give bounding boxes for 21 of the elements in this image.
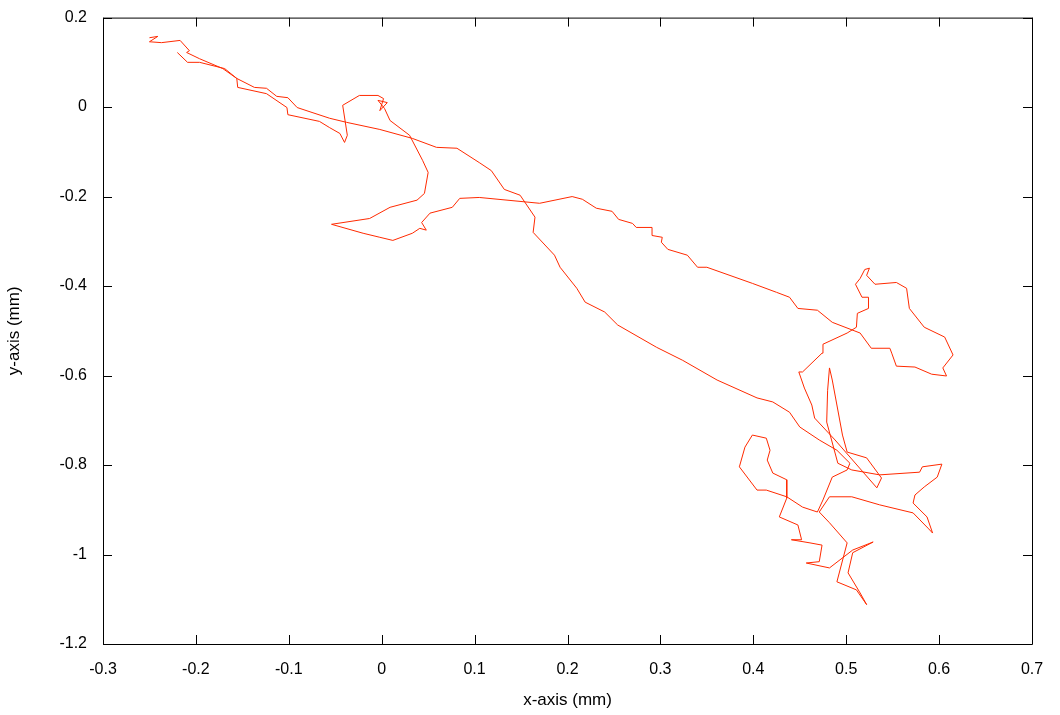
x-tick-label: -0.2 [182,660,210,678]
x-tick-label: 0.5 [835,660,858,678]
x-tick-label: 0.1 [463,660,486,678]
y-tick-label: -1.2 [59,634,88,652]
x-tick-label: -0.1 [275,660,303,678]
x-tick-label: 0 [377,660,387,678]
x-axis-title: x-axis (mm) [523,690,612,710]
x-tick-label: 0.2 [556,660,579,678]
y-tick-label: -0.4 [59,276,88,294]
y-tick-label: 0 [78,97,88,115]
x-tick-label: 0.3 [649,660,672,678]
x-tick-label: 0.7 [1020,660,1044,678]
y-tick-label: -0.6 [59,365,88,383]
x-tick-label: 0.6 [927,660,951,678]
y-tick-label: 0.2 [64,8,88,26]
y-axis-title: y-axis (mm) [3,286,23,376]
y-tick-label: -0.8 [59,455,88,473]
x-tick-label: -0.3 [89,660,117,678]
y-tick-label: -1 [72,544,88,562]
y-tick-label: -0.2 [59,186,88,204]
x-tick-label: 0.4 [742,660,765,678]
